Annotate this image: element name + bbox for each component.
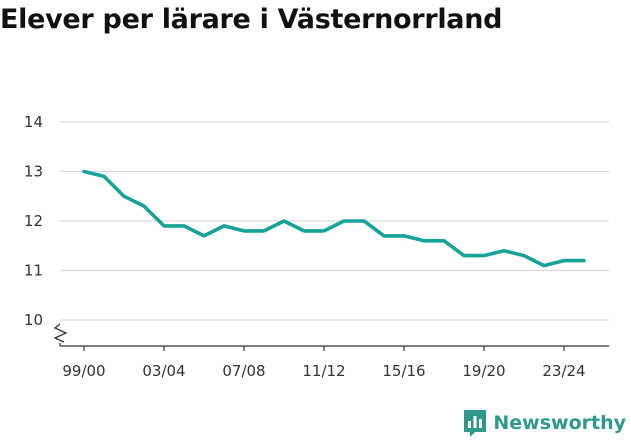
- line-chart: 10 11 12 13 14 99/00 03/04 07/08 11/12 15/16 19/2…: [24, 113, 609, 380]
- chart-title: Elever per lärare i Västernorrland: [0, 4, 503, 35]
- y-tick-label: 11: [24, 262, 43, 280]
- y-tick-label: 14: [24, 113, 43, 131]
- series-layer: [82, 169, 586, 268]
- newsworthy-brand: Newsworthy: [462, 406, 626, 440]
- x-tick-label: 99/00: [62, 362, 105, 380]
- newsworthy-logo-icon: [464, 410, 487, 437]
- y-tick-label: 13: [24, 163, 43, 181]
- x-tick-label: 15/16: [382, 362, 425, 380]
- y-tick-label: 12: [24, 212, 43, 230]
- series-line: [82, 169, 586, 268]
- axis-break-icon: [53, 323, 68, 343]
- x-axis: 99/00 03/04 07/08 11/12 15/16 19/20 23/24: [53, 323, 609, 380]
- grid-lines: [60, 121, 609, 321]
- brand-name: Newsworthy: [493, 412, 626, 434]
- y-tick-label: 10: [24, 311, 43, 329]
- x-tick-label: 11/12: [302, 362, 345, 380]
- y-axis-ticks: 10 11 12 13 14: [24, 113, 43, 329]
- x-tick-label: 19/20: [462, 362, 505, 380]
- x-tick-label: 03/04: [142, 362, 185, 380]
- x-tick-label: 07/08: [222, 362, 265, 380]
- x-tick-label: 23/24: [542, 362, 585, 380]
